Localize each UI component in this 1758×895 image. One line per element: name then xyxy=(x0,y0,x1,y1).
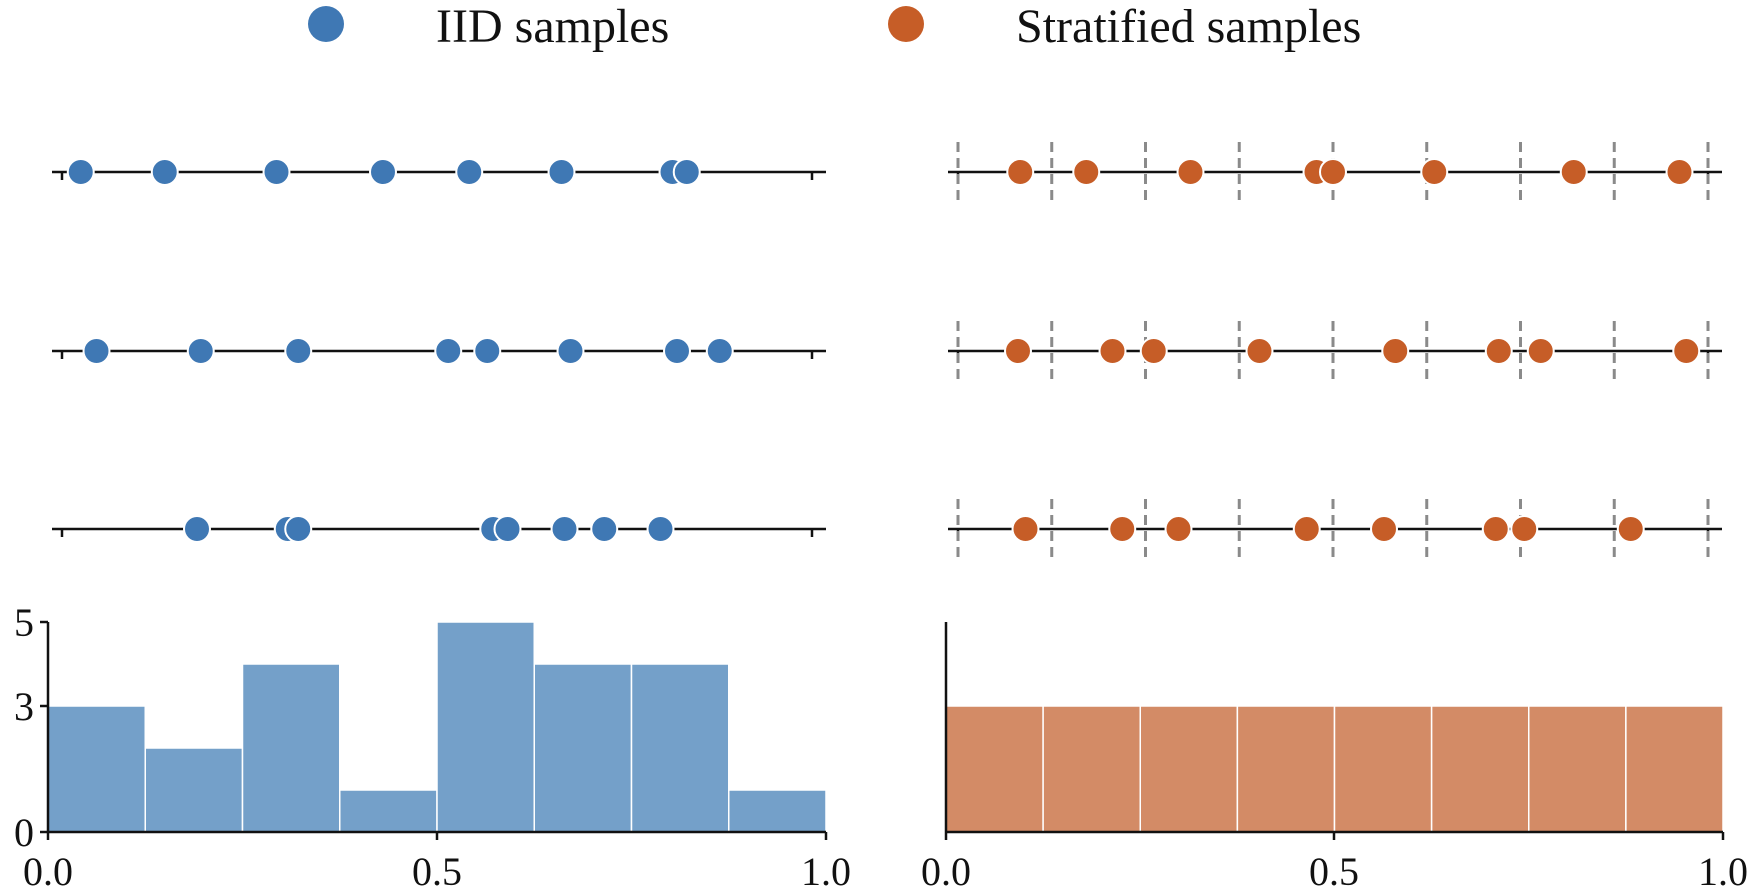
legend-marker-stratified xyxy=(888,6,924,42)
stratified-sample-point-2-7 xyxy=(1526,337,1555,365)
iid-sample-point-1-8 xyxy=(672,158,701,186)
stratified-hist-bar-1 xyxy=(945,705,1044,833)
stratified-sample-point-3-5 xyxy=(1370,515,1398,543)
stratified-xtick-label-0: 0.0 xyxy=(921,849,971,894)
stratified-strip-plots xyxy=(948,142,1722,559)
iid-hist-bar-1 xyxy=(47,705,146,833)
stratified-sample-point-2-1 xyxy=(1004,337,1032,365)
stratified-sample-point-1-7 xyxy=(1559,158,1588,186)
stratified-sample-point-2-6 xyxy=(1484,337,1513,365)
stratified-sample-point-2-3 xyxy=(1139,337,1168,365)
iid-sample-point-2-7 xyxy=(663,337,691,365)
iid-hist-bar-8 xyxy=(728,789,827,833)
stratified-sample-point-2-5 xyxy=(1381,337,1410,365)
iid-sample-point-2-3 xyxy=(284,337,313,365)
legend: IID samples Stratified samples xyxy=(308,0,1361,53)
iid-ytick-label-5: 5 xyxy=(14,600,34,645)
iid-hist-bar-5 xyxy=(436,621,535,833)
legend-label-stratified: Stratified samples xyxy=(1016,0,1361,53)
stratified-hist-bar-2 xyxy=(1042,705,1141,833)
stratified-sample-point-1-3 xyxy=(1176,158,1205,186)
iid-sample-point-1-6 xyxy=(547,158,576,186)
stratified-histogram xyxy=(945,705,1724,833)
iid-sample-point-3-8 xyxy=(646,515,675,543)
stratified-hist-bar-5 xyxy=(1333,705,1433,833)
stratified-sample-point-2-4 xyxy=(1245,337,1274,365)
iid-histogram-axes: 0 3 5 0.0 0.5 1.0 xyxy=(14,600,851,894)
stratified-hist-bar-7 xyxy=(1528,705,1627,833)
stratified-sample-point-1-2 xyxy=(1072,158,1101,186)
iid-sample-point-1-1 xyxy=(66,158,95,186)
legend-marker-iid xyxy=(308,6,344,42)
stratified-xtick-label-1: 1.0 xyxy=(1698,849,1748,894)
iid-sample-point-1-3 xyxy=(262,158,291,186)
iid-xtick-label-0: 0.0 xyxy=(23,849,73,894)
stratified-sample-point-3-1 xyxy=(1011,515,1040,543)
iid-sample-point-2-1 xyxy=(82,337,111,365)
iid-sample-point-2-8 xyxy=(705,337,734,365)
iid-ytick-label-0: 0 xyxy=(14,810,34,855)
iid-ytick-label-3: 3 xyxy=(14,684,34,729)
iid-hist-bar-4 xyxy=(339,789,438,833)
iid-strip-plots xyxy=(52,158,826,543)
iid-xtick-label-05: 0.5 xyxy=(412,849,462,894)
legend-label-iid: IID samples xyxy=(436,0,669,53)
stratified-sample-point-3-2 xyxy=(1108,515,1137,543)
iid-sample-point-3-3 xyxy=(284,515,313,543)
iid-sample-point-3-5 xyxy=(493,515,522,543)
stratified-hist-bar-8 xyxy=(1625,705,1724,833)
stratified-hist-bar-6 xyxy=(1430,705,1530,833)
stratified-sample-point-3-3 xyxy=(1164,515,1193,543)
iid-sample-point-3-6 xyxy=(550,515,579,543)
stratified-sample-point-1-5 xyxy=(1319,158,1347,186)
iid-xtick-label-1: 1.0 xyxy=(801,849,851,894)
stratified-hist-bar-3 xyxy=(1139,705,1239,833)
iid-sample-point-2-5 xyxy=(473,337,502,365)
iid-sample-point-2-2 xyxy=(186,337,215,365)
iid-sample-point-3-7 xyxy=(590,515,619,543)
iid-sample-point-3-1 xyxy=(183,515,211,543)
stratified-hist-bar-4 xyxy=(1236,705,1336,833)
stratified-sample-point-3-8 xyxy=(1616,515,1645,543)
stratified-sample-point-3-4 xyxy=(1292,515,1321,543)
iid-sample-point-2-6 xyxy=(556,337,585,365)
iid-sample-point-1-4 xyxy=(369,158,397,186)
iid-sample-point-1-2 xyxy=(150,158,179,186)
iid-hist-bar-2 xyxy=(144,747,244,833)
stratified-xtick-label-05: 0.5 xyxy=(1309,849,1359,894)
iid-sample-point-2-4 xyxy=(434,337,463,365)
iid-hist-bar-7 xyxy=(630,663,730,833)
stratified-sample-point-1-8 xyxy=(1665,158,1694,186)
stratified-histogram-axes: 0.0 0.5 1.0 xyxy=(921,622,1748,894)
iid-hist-bar-3 xyxy=(241,663,341,833)
stratified-sample-point-2-2 xyxy=(1098,337,1127,365)
stratified-sample-point-1-1 xyxy=(1006,158,1035,186)
stratified-sample-point-1-6 xyxy=(1420,158,1449,186)
iid-hist-bar-6 xyxy=(533,663,633,833)
stratified-sample-point-3-6 xyxy=(1481,515,1510,543)
stratified-sample-point-3-7 xyxy=(1510,515,1539,543)
stratified-sample-point-2-8 xyxy=(1672,337,1701,365)
iid-sample-point-1-5 xyxy=(455,158,484,186)
iid-histogram xyxy=(47,621,827,833)
